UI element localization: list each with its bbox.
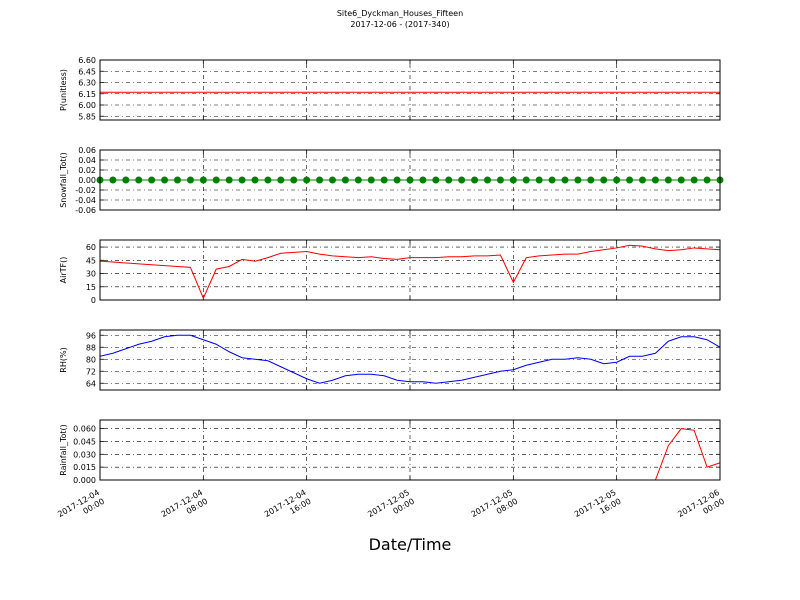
- marker: [148, 176, 156, 184]
- figure-title: Site6_Dyckman_Houses_Fifteen: [337, 9, 463, 18]
- y-tick-label: 6.60: [78, 56, 96, 65]
- marker: [484, 176, 491, 184]
- marker: [303, 176, 311, 184]
- series-line: [100, 244, 720, 300]
- y-tick-label: 64: [86, 379, 96, 388]
- y-tick-label: 6.15: [78, 90, 96, 99]
- marker: [535, 176, 543, 184]
- marker: [574, 176, 582, 184]
- marker: [587, 176, 595, 184]
- y-tick-label: 45: [86, 256, 96, 265]
- marker: [238, 176, 246, 184]
- marker: [354, 176, 362, 184]
- y-tick-label: 0.060: [73, 425, 96, 434]
- marker: [161, 176, 169, 184]
- y-axis-label: AirTF(): [59, 257, 68, 284]
- y-tick-label: 0.04: [78, 156, 96, 165]
- axes-frame: [99, 329, 721, 391]
- y-tick-label: -0.04: [75, 196, 96, 205]
- figure-subtitle: 2017-12-06 - (2017-340): [350, 20, 449, 29]
- marker: [664, 176, 672, 184]
- marker: [690, 176, 698, 184]
- marker: [316, 176, 324, 184]
- marker: [135, 176, 143, 184]
- y-tick-label: 6.45: [78, 67, 96, 76]
- y-tick-label: 0.06: [78, 146, 96, 155]
- x-axis-label: Date/Time: [369, 535, 452, 554]
- x-tick-label: 2017-12-0516:00: [573, 488, 623, 528]
- marker: [380, 176, 388, 184]
- x-tick-label: 2017-12-0508:00: [470, 488, 520, 528]
- marker: [199, 176, 207, 184]
- marker: [122, 176, 130, 184]
- x-tick-label: 2017-12-0408:00: [160, 488, 210, 528]
- y-tick-label: -0.02: [75, 186, 96, 195]
- y-axis-label: P(unitless): [59, 69, 68, 111]
- marker: [639, 176, 646, 184]
- marker: [406, 176, 414, 184]
- marker: [496, 176, 504, 184]
- x-tick-label: 2017-12-0600:00: [676, 488, 726, 528]
- marker: [367, 176, 375, 184]
- y-tick-label: 0.00: [78, 176, 96, 185]
- axes-frame: [99, 59, 721, 121]
- y-tick-label: 72: [86, 367, 96, 376]
- marker: [109, 176, 117, 184]
- axes-frame: [99, 419, 721, 481]
- marker: [186, 176, 194, 184]
- marker: [703, 176, 711, 184]
- y-tick-label: 15: [86, 283, 96, 292]
- marker: [458, 176, 466, 184]
- marker: [626, 176, 634, 184]
- y-tick-label: 5.85: [78, 112, 96, 121]
- y-tick-label: 88: [86, 343, 96, 352]
- y-tick-label: 0.045: [73, 437, 96, 446]
- marker: [290, 176, 298, 184]
- x-tick-label: 2017-12-0500:00: [366, 488, 416, 528]
- marker: [225, 176, 233, 184]
- marker: [174, 176, 181, 184]
- marker: [212, 176, 220, 184]
- marker: [251, 176, 259, 184]
- marker: [393, 176, 401, 184]
- marker: [432, 176, 440, 184]
- marker: [548, 176, 556, 184]
- y-axis-label: RH(%): [59, 347, 68, 372]
- marker: [651, 176, 659, 184]
- marker: [277, 176, 285, 184]
- marker: [445, 176, 453, 184]
- marker: [341, 176, 349, 184]
- marker: [329, 176, 336, 184]
- y-tick-label: 0.015: [73, 463, 96, 472]
- y-tick-label: 6.30: [78, 79, 96, 88]
- marker: [509, 176, 517, 184]
- y-axis-label: Snowfall_Tot(): [59, 152, 68, 208]
- x-tick-label: 2017-12-0400:00: [56, 488, 106, 528]
- y-tick-label: 80: [86, 355, 96, 364]
- y-tick-label: 60: [86, 243, 96, 252]
- y-tick-label: 30: [86, 270, 96, 279]
- y-tick-label: 0: [91, 296, 96, 305]
- marker: [522, 176, 530, 184]
- x-tick-label: 2017-12-0416:00: [263, 488, 313, 528]
- marker: [613, 176, 621, 184]
- series-line: [100, 334, 720, 384]
- y-axis-label: Rainfall_Tot(): [59, 424, 68, 476]
- y-tick-label: 0.030: [73, 450, 96, 459]
- marker: [471, 176, 479, 184]
- y-tick-label: 96: [86, 331, 96, 340]
- marker: [264, 176, 272, 184]
- y-tick-label: 0.02: [78, 166, 96, 175]
- marker: [600, 176, 608, 184]
- y-tick-label: 6.00: [78, 101, 96, 110]
- marker: [677, 176, 685, 184]
- marker: [561, 176, 569, 184]
- axes-frame: [99, 149, 721, 211]
- y-tick-label: -0.06: [75, 206, 96, 215]
- axes-frame: [99, 239, 721, 301]
- y-tick-label: 0.000: [73, 476, 96, 485]
- marker: [419, 176, 427, 184]
